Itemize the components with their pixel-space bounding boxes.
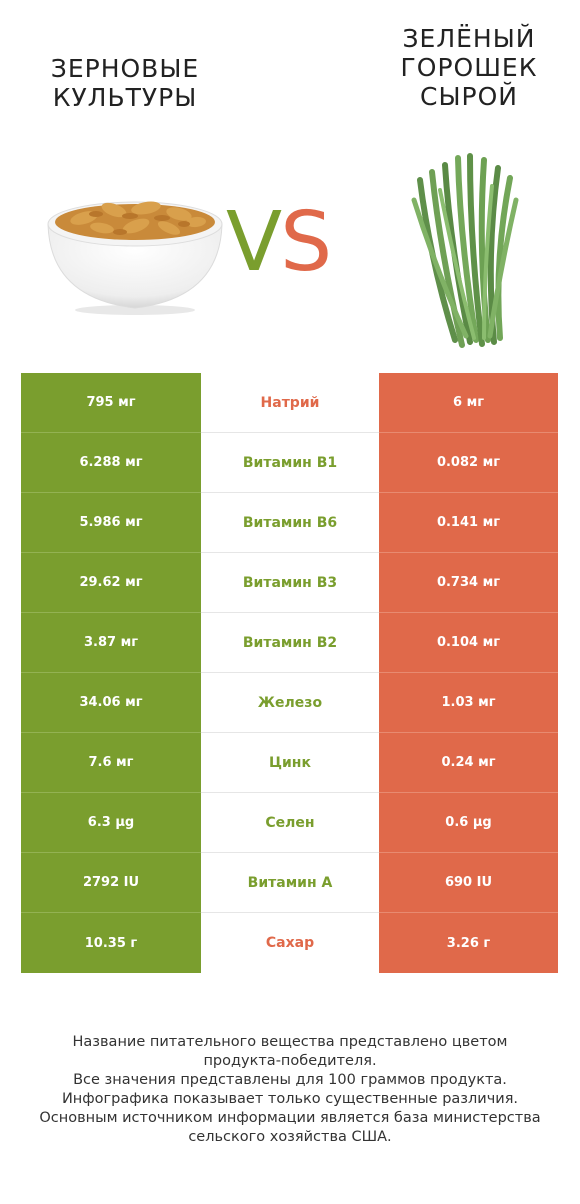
table-row: 6.288 мг Витамин B1 0.082 мг — [21, 433, 558, 493]
left-value-cell: 34.06 мг — [21, 673, 201, 733]
left-value-cell: 2792 IU — [21, 853, 201, 913]
left-value-cell: 10.35 г — [21, 913, 201, 973]
footer-line: Все значения представлены для 100 граммо… — [73, 1072, 507, 1088]
right-value-cell: 690 IU — [379, 853, 558, 913]
right-value-cell: 0.141 мг — [379, 493, 558, 553]
footer-line: Название питательного вещества представл… — [72, 1034, 508, 1050]
right-value-cell: 3.26 г — [379, 913, 558, 973]
table-row: 10.35 г Сахар 3.26 г — [21, 913, 558, 973]
right-value-cell: 0.104 мг — [379, 613, 558, 673]
left-value-cell: 5.986 мг — [21, 493, 201, 553]
cereal-bowl-image — [47, 201, 223, 315]
right-title-line: СЫРОЙ — [420, 82, 518, 111]
right-product-title: ЗЕЛЁНЫЙ ГОРОШЕК СЫРОЙ — [340, 24, 580, 111]
table-row: 7.6 мг Цинк 0.24 мг — [21, 733, 558, 793]
vs-s-letter: S — [280, 195, 332, 290]
right-title-line: ЗЕЛЁНЫЙ — [402, 24, 536, 53]
left-title-line: КУЛЬТУРЫ — [52, 83, 198, 112]
right-value-cell: 0.6 µg — [379, 793, 558, 853]
right-value-cell: 0.734 мг — [379, 553, 558, 613]
left-product-title: ЗЕРНОВЫЕ КУЛЬТУРЫ — [0, 54, 250, 112]
nutrient-name-cell: Витамин B6 — [201, 493, 379, 553]
vs-v-letter: V — [226, 195, 282, 290]
nutrient-name-cell: Железо — [201, 673, 379, 733]
left-value-cell: 29.62 мг — [21, 553, 201, 613]
table-row: 3.87 мг Витамин B2 0.104 мг — [21, 613, 558, 673]
table-row: 795 мг Натрий 6 мг — [21, 373, 558, 433]
table-row: 2792 IU Витамин A 690 IU — [21, 853, 558, 913]
left-value-cell: 3.87 мг — [21, 613, 201, 673]
footer-line: Основным источником информации является … — [39, 1110, 541, 1126]
right-value-cell: 0.24 мг — [379, 733, 558, 793]
nutrient-name-cell: Витамин A — [201, 853, 379, 913]
right-value-cell: 6 мг — [379, 373, 558, 433]
left-title-line: ЗЕРНОВЫЕ — [50, 54, 200, 83]
left-value-cell: 6.288 мг — [21, 433, 201, 493]
table-row: 6.3 µg Селен 0.6 µg — [21, 793, 558, 853]
nutrient-name-cell: Витамин B3 — [201, 553, 379, 613]
vs-label: VS — [226, 198, 356, 288]
nutrient-name-cell: Цинк — [201, 733, 379, 793]
footer-note: Название питательного вещества представл… — [20, 1033, 560, 1147]
left-value-cell: 795 мг — [21, 373, 201, 433]
nutrient-name-cell: Витамин B2 — [201, 613, 379, 673]
comparison-table: 795 мг Натрий 6 мг 6.288 мг Витамин B1 0.082 … — [21, 373, 558, 973]
green-beans-image — [411, 153, 519, 348]
table-row: 5.986 мг Витамин B6 0.141 мг — [21, 493, 558, 553]
footer-line: Инфографика показывает только существенн… — [61, 1091, 519, 1107]
left-value-cell: 6.3 µg — [21, 793, 201, 853]
right-value-cell: 0.082 мг — [379, 433, 558, 493]
right-value-cell: 1.03 мг — [379, 673, 558, 733]
nutrient-name-cell: Натрий — [201, 373, 379, 433]
footer-line: сельского хозяйства США. — [188, 1129, 392, 1145]
right-title-line: ГОРОШЕК — [400, 53, 538, 82]
nutrient-name-cell: Сахар — [201, 913, 379, 973]
table-row: 29.62 мг Витамин B3 0.734 мг — [21, 553, 558, 613]
nutrient-name-cell: Селен — [201, 793, 379, 853]
table-row: 34.06 мг Железо 1.03 мг — [21, 673, 558, 733]
nutrient-name-cell: Витамин B1 — [201, 433, 379, 493]
footer-line: продукта-победителя. — [203, 1053, 377, 1069]
left-value-cell: 7.6 мг — [21, 733, 201, 793]
